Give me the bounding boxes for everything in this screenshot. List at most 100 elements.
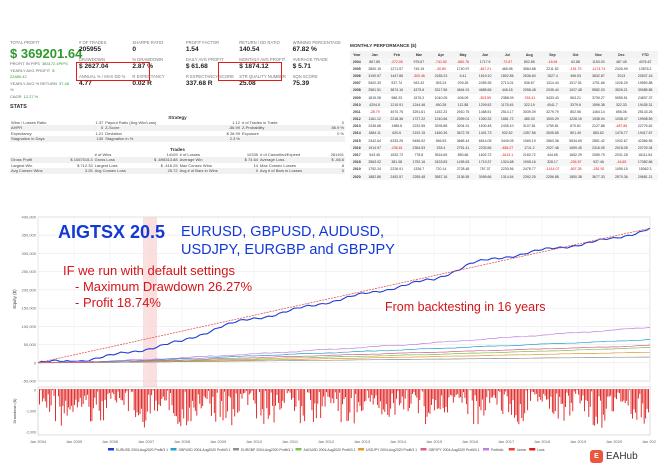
monthly-cell: 6333.25 bbox=[390, 138, 404, 143]
note-item-profit: - Profit 18.74% bbox=[75, 295, 161, 310]
y-tick-label: -50,000 bbox=[22, 379, 36, 384]
kpi-row-2: DRAWDOWN $ 2627.04% DRAWDOWN 2.87 % DAILY A… bbox=[78, 57, 345, 74]
monthly-cell: 446.18 bbox=[496, 86, 519, 94]
monthly-cell: 2433.83 bbox=[429, 158, 452, 166]
y-tick-label: 0 bbox=[34, 360, 37, 365]
monthly-cell: 1659.45 bbox=[564, 144, 587, 152]
small-stat-row: YEARLY AVG PROFIT $ 22489.42 bbox=[10, 68, 72, 81]
legend-swatch bbox=[233, 448, 239, 451]
monthly-cell: 720.14 bbox=[435, 167, 447, 172]
monthly-header-cell: Dec bbox=[610, 51, 633, 58]
x-tick-label: Jan 2021 bbox=[642, 439, 656, 444]
legend-swatch bbox=[358, 448, 364, 451]
monthly-cell: -458.27 bbox=[496, 144, 519, 152]
legend-label: GBPUSD 2004-Aug2020 Profit/3 1 bbox=[179, 448, 231, 452]
watermark: E EAHub bbox=[590, 450, 638, 463]
monthly-cell: 2713.01 bbox=[500, 81, 514, 86]
monthly-cell: 1932.67 bbox=[614, 138, 628, 143]
monthly-cell: 25143.26 bbox=[637, 109, 653, 114]
monthly-cell: 2399.01 bbox=[451, 115, 475, 123]
y-axis-label: Equity ($) bbox=[12, 289, 17, 309]
monthly-row: 2017 543.45 1532.72 778.8 3516.65 850.66 1602.… bbox=[350, 151, 658, 158]
monthly-header-cell: May bbox=[451, 51, 475, 58]
kpi-cell: ANNUAL % / MAX DD % 4.77 bbox=[78, 74, 131, 91]
monthly-cell: 2006 bbox=[350, 72, 364, 80]
kpi-value: 75.39 bbox=[292, 80, 310, 87]
monthly-cell: 1040.05 bbox=[434, 95, 448, 100]
monthly-table: Year Jan Feb Mar Apr May Jun Jul Aug Sep Oct Nov Dec… bbox=[350, 51, 658, 181]
stats-table-cell: $ -698313.88 bbox=[141, 157, 179, 163]
kpi-label: AVERAGE TRADE bbox=[292, 57, 328, 62]
monthly-cell: 2018 bbox=[350, 158, 364, 166]
monthly-cell: 2392.25 bbox=[518, 173, 541, 181]
monthly-header-cell: Jun bbox=[474, 51, 497, 58]
default-settings-note: IF we run with default settings - Maximu… bbox=[63, 263, 252, 311]
monthly-cell: 487.45 bbox=[610, 58, 633, 66]
kpi-grid: # OF TRADES 205955 SHARPE RATIO 0 PROFIT FAC… bbox=[78, 40, 345, 101]
stats-table-row: # of Wins 14109 # of Losses 10335 # of Cance… bbox=[10, 152, 345, 158]
monthly-cell: 2316.05 bbox=[586, 144, 611, 152]
monthly-cell: 393.24 bbox=[435, 81, 447, 86]
monthly-cell: 209.26 bbox=[457, 81, 469, 86]
monthly-cell: 1727.22 bbox=[407, 115, 430, 123]
y-tick-label: 50,000 bbox=[24, 342, 37, 347]
series-line bbox=[38, 327, 651, 364]
monthly-cell: 13576.2 bbox=[638, 66, 652, 71]
monthly-cell: -1174.74 bbox=[591, 66, 606, 71]
kpi-label: SQN SCORE bbox=[292, 74, 318, 79]
monthly-cell: 3279.79 bbox=[546, 109, 559, 114]
legend-label: Linear bbox=[517, 448, 527, 452]
stats-table-cell: $ 712.33 bbox=[77, 162, 93, 168]
legend-label: Loss bbox=[537, 448, 544, 452]
monthly-cell: 1917.51 bbox=[569, 81, 582, 86]
monthly-row: 2008 2581.51 3874.16 4375.6 3317.56 4544.91 46… bbox=[350, 86, 658, 94]
total-profit-value: $ 369201.64 bbox=[10, 46, 83, 61]
monthly-cell: 2013 bbox=[610, 72, 633, 80]
monthly-cell: 932.52 bbox=[496, 129, 519, 138]
legend-label: AUDUSD 2004-Aug2020 Profit/3 1 bbox=[304, 448, 356, 452]
x-tick-label: Jan 2016 bbox=[462, 439, 479, 444]
drawdown-axis-label: Drawdown ($) bbox=[12, 398, 17, 424]
monthly-row: 2020 1882.86 2452.57 2255.48 3587.16 2136.55 3… bbox=[350, 173, 658, 181]
monthly-cell: 1210.91 bbox=[385, 101, 408, 109]
x-tick-label: Jan 2006 bbox=[102, 439, 119, 444]
monthly-cell: 1153.03 bbox=[586, 58, 611, 66]
backtest-note: From backtesting in 16 years bbox=[385, 300, 546, 314]
monthly-cell: 2751.41 bbox=[451, 144, 475, 152]
monthly-cell: 3433.43 bbox=[546, 95, 559, 100]
monthly-row: 2009 1815.08 986.23 1576.2 1040.05 406.09 -303… bbox=[350, 94, 658, 101]
x-tick-label: Jan 2013 bbox=[354, 439, 371, 444]
kpi-label: MONTHLY AVG PROFIT bbox=[239, 57, 286, 62]
monthly-cell: 1300.32 bbox=[474, 115, 497, 123]
stats-table-cell: Avg Consec Loss bbox=[93, 168, 142, 174]
monthly-row: 2004 867.85 -272.05 975.67 -741.52 -660.76 171… bbox=[350, 58, 658, 66]
kpi-value: 25.08 bbox=[239, 80, 256, 87]
monthly-cell: 5582.03 bbox=[586, 86, 611, 94]
stats-table-cell bbox=[316, 136, 345, 142]
monthly-header-cell: Apr bbox=[429, 51, 452, 58]
stats-table-cell: 0 bbox=[341, 119, 344, 125]
stats-table-row: Avg Consec Wins 3.25 Avg Consec Loss 25.72 A… bbox=[10, 168, 345, 174]
stats-table-cell: 86.9 % bbox=[316, 125, 345, 131]
legend-label: EURGBP 2004-Aug2020 Profit/3 1 bbox=[241, 448, 293, 452]
monthly-cell: 406.09 bbox=[457, 95, 469, 100]
stats-table-cell: Expectancy bbox=[11, 130, 32, 136]
monthly-cell: 322.19 bbox=[518, 101, 541, 109]
stats-panel: TOTAL PROFIT $ 369201.64 PROFIT IN PIPS 3… bbox=[10, 40, 345, 174]
monthly-cell: 2256.88 bbox=[540, 173, 565, 181]
monthly-cell: 322.33 bbox=[610, 101, 633, 109]
monthly-cell: 22776.62 bbox=[637, 124, 653, 129]
small-stat-label: YEARLY AVG % RETURN bbox=[10, 80, 57, 86]
monthly-cell: 2027.48 bbox=[540, 144, 565, 152]
stats-table-cell: 0 bbox=[236, 168, 260, 174]
monthly-row: 2018 2563.02 381.08 1752.16 2433.83 1495.63 17… bbox=[350, 158, 658, 166]
stats-table-cell: Payout Ratio (Avg Win/Loss) bbox=[105, 119, 157, 125]
series-line bbox=[38, 344, 651, 364]
note-item-drawdown: - Maximum Drawdown 26.27% bbox=[75, 279, 253, 294]
stats-table-cell: $ 74.64 bbox=[236, 157, 260, 163]
small-stat-label: PROFIT IN PIPS bbox=[10, 61, 40, 66]
stats-table-cell: $ 1067515.3 bbox=[58, 157, 94, 163]
monthly-cell: 1914.97 bbox=[363, 144, 386, 152]
x-tick-label: Jan 2017 bbox=[498, 439, 515, 444]
small-stat-value: 383172.4PIPS bbox=[41, 61, 68, 66]
